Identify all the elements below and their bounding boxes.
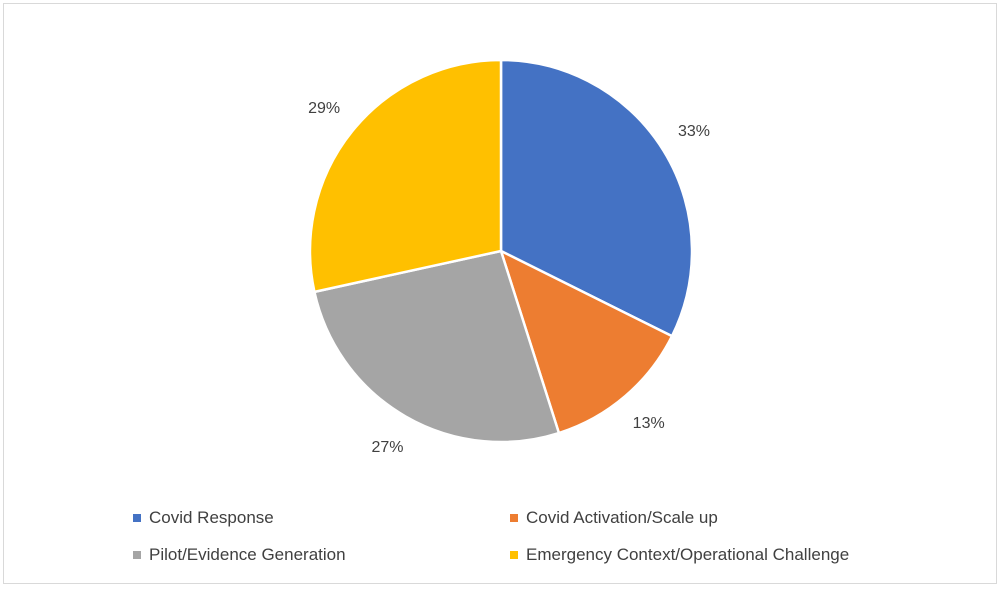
pie-slice-covid-activation — [499, 249, 674, 435]
data-label-emergency-context: 29% — [308, 100, 340, 117]
pie-slice-pilot-evidence — [313, 249, 561, 444]
data-label-covid-activation: 13% — [633, 415, 665, 432]
pie-data-labels: 33% 13% 27% 29% — [308, 100, 710, 456]
pie-slices — [308, 58, 694, 444]
data-label-covid-response: 33% — [678, 123, 710, 140]
pie-slice-covid-response — [499, 58, 694, 338]
data-label-pilot-evidence: 27% — [371, 439, 403, 456]
pie-slice-emergency-context — [308, 58, 503, 294]
